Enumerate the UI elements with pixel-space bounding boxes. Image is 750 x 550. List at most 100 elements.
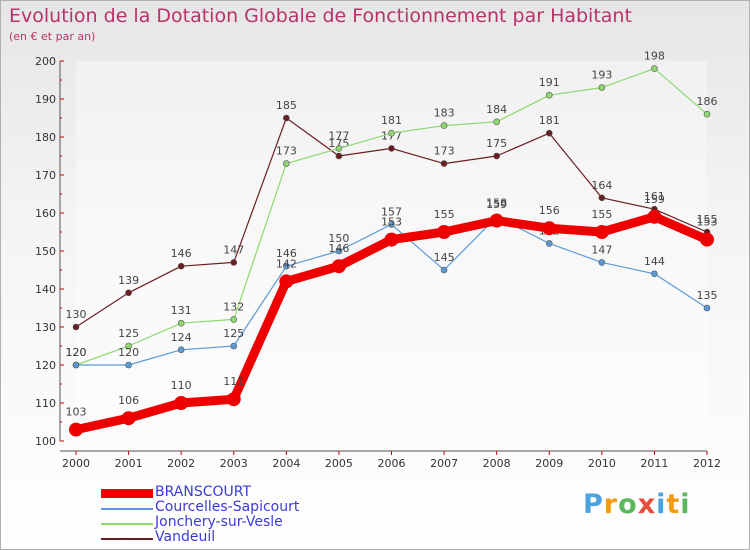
legend-item: Jonchery-sur-Vesle bbox=[101, 514, 361, 531]
data-point bbox=[651, 270, 658, 278]
data-point bbox=[703, 304, 711, 312]
data-point bbox=[647, 209, 662, 224]
data-point bbox=[437, 225, 452, 239]
logo-letter: r bbox=[603, 489, 619, 520]
data-point bbox=[230, 316, 238, 323]
data-label: 145 bbox=[434, 251, 455, 264]
data-point bbox=[69, 422, 83, 437]
x-tick-label: 2002 bbox=[167, 457, 195, 470]
data-label: 120 bbox=[66, 346, 87, 359]
plot-area bbox=[76, 61, 707, 441]
data-label: 186 bbox=[697, 95, 718, 108]
data-label: 147 bbox=[223, 243, 244, 256]
logo-letter: i bbox=[680, 489, 691, 520]
data-point bbox=[125, 289, 132, 297]
data-label: 135 bbox=[697, 289, 718, 302]
data-point bbox=[493, 152, 500, 160]
data-label: 175 bbox=[486, 137, 507, 150]
data-label: 144 bbox=[644, 255, 665, 268]
data-label: 157 bbox=[381, 205, 402, 218]
y-tick-label: 180 bbox=[35, 131, 56, 144]
legend-swatch bbox=[101, 508, 153, 510]
data-point bbox=[598, 84, 606, 91]
x-tick-label: 2009 bbox=[535, 457, 563, 470]
data-point bbox=[230, 259, 238, 266]
x-tick-label: 2000 bbox=[62, 457, 90, 470]
data-label: 155 bbox=[434, 208, 455, 221]
data-point bbox=[125, 342, 132, 350]
data-label: 153 bbox=[697, 216, 718, 229]
logo-letter: i bbox=[656, 489, 667, 520]
data-point bbox=[125, 361, 132, 369]
data-point bbox=[545, 240, 553, 247]
chart-title: Evolution de la Dotation Globale de Fonc… bbox=[9, 5, 632, 27]
data-label: 146 bbox=[328, 242, 349, 255]
data-label: 120 bbox=[66, 346, 87, 359]
data-label: 181 bbox=[539, 114, 560, 127]
data-point bbox=[598, 194, 606, 202]
data-label: 153 bbox=[381, 216, 402, 229]
data-label: 161 bbox=[644, 190, 665, 203]
y-tick-label: 120 bbox=[35, 359, 56, 372]
data-label: 103 bbox=[66, 406, 87, 419]
y-tick-label: 200 bbox=[35, 55, 56, 68]
legend-label: Jonchery-sur-Vesle bbox=[155, 514, 283, 530]
data-point bbox=[72, 361, 80, 369]
data-label: 106 bbox=[118, 394, 139, 407]
data-point bbox=[335, 247, 343, 255]
logo-letter: t bbox=[666, 489, 681, 520]
data-label: 173 bbox=[276, 145, 297, 158]
data-label: 131 bbox=[171, 304, 192, 317]
data-label: 183 bbox=[434, 107, 455, 120]
x-tick-label: 2011 bbox=[640, 457, 668, 470]
data-label: 130 bbox=[66, 308, 87, 321]
data-point bbox=[230, 342, 238, 350]
data-point bbox=[388, 129, 395, 137]
data-point bbox=[440, 266, 448, 274]
data-point bbox=[121, 411, 136, 426]
x-tick-label: 2004 bbox=[272, 457, 300, 470]
legend-item: Courcelles-Sapicourt bbox=[101, 499, 361, 516]
data-point bbox=[598, 259, 606, 266]
data-point bbox=[594, 225, 609, 239]
data-point bbox=[177, 262, 185, 270]
chart-subtitle: (en € et par an) bbox=[9, 30, 96, 43]
data-label: 142 bbox=[276, 257, 297, 270]
y-tick-label: 130 bbox=[35, 321, 56, 334]
x-tick-label: 2012 bbox=[693, 457, 721, 470]
data-point bbox=[388, 221, 395, 228]
data-point bbox=[703, 110, 711, 118]
chart-legend: BRANSCOURT Courcelles-Sapicourt Jonchery-s… bbox=[101, 484, 361, 546]
x-tick-label: 2001 bbox=[115, 457, 143, 470]
x-tick-label: 2010 bbox=[588, 457, 616, 470]
legend-swatch bbox=[101, 489, 153, 498]
data-label: 147 bbox=[591, 243, 612, 256]
data-label: 110 bbox=[171, 379, 192, 392]
data-label: 184 bbox=[486, 103, 507, 116]
data-label: 132 bbox=[223, 300, 244, 313]
legend-label: BRANSCOURT bbox=[155, 484, 252, 500]
data-label: 150 bbox=[328, 232, 349, 245]
logo-letter: P bbox=[583, 489, 604, 520]
data-label: 173 bbox=[434, 145, 455, 158]
data-point bbox=[331, 259, 346, 274]
data-point bbox=[335, 152, 343, 160]
data-label: 139 bbox=[118, 274, 139, 287]
y-tick-label: 100 bbox=[35, 435, 56, 448]
x-tick-label: 2003 bbox=[220, 457, 248, 470]
legend-label: Vandeuil bbox=[155, 529, 216, 545]
data-point bbox=[545, 129, 553, 137]
data-label: 198 bbox=[644, 50, 665, 63]
y-tick-label: 170 bbox=[35, 169, 56, 182]
data-label: 146 bbox=[276, 247, 297, 260]
data-point bbox=[283, 160, 290, 167]
x-tick-label: 2007 bbox=[430, 457, 458, 470]
logo-letter: x bbox=[637, 489, 657, 520]
x-tick-label: 2006 bbox=[378, 457, 406, 470]
data-point bbox=[542, 221, 557, 236]
data-label: 125 bbox=[223, 327, 244, 340]
data-label: 159 bbox=[644, 193, 665, 206]
data-point bbox=[493, 118, 500, 126]
data-label: 155 bbox=[591, 208, 612, 221]
